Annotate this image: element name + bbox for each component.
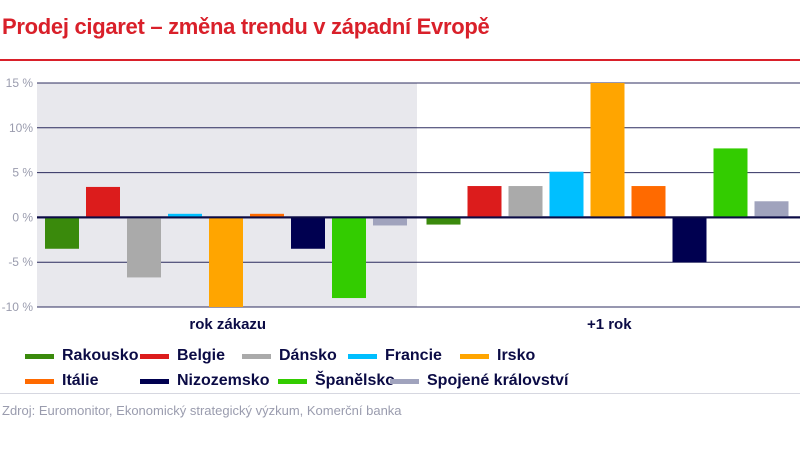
bar-belgie [86,186,120,218]
legend-label: Spojené království [427,372,569,389]
legend-swatch [25,353,54,359]
title-divider [0,59,800,61]
source-note: Zdroj: Euromonitor, Ekonomický strategic… [2,403,402,418]
bar-francie [549,171,584,218]
legend-label: Irsko [497,347,536,364]
legend-item: Španělsko [278,372,395,390]
category-label: rok zákazu [189,316,266,333]
y-tick-label: -10 % [2,300,34,314]
category-label: +1 rok [587,316,632,333]
legend-label: Nizozemsko [177,372,270,389]
chart-title: Prodej cigaret – změna trendu v západní … [2,14,490,39]
legend-item: Belgie [140,347,225,365]
legend-divider [0,393,800,394]
legend-label: Belgie [177,347,226,364]
bar-irsko [590,83,625,218]
legend-item: Spojené království [390,372,568,390]
legend-swatch [140,353,169,359]
bar-španělsko [332,217,366,299]
legend-swatch [25,378,54,384]
bar-itálie [250,213,284,218]
legend-swatch [348,353,377,359]
legend-item: Francie [348,347,442,365]
bar-dánsko [508,186,543,218]
legend-swatch [242,353,271,359]
legend-item: Dánsko [242,347,337,365]
legend-label: Francie [385,347,442,364]
bar-itálie [631,186,666,218]
legend-swatch [390,378,419,384]
bar-rakousko [45,217,79,249]
legend-label: Itálie [62,372,99,389]
bar-irsko [209,217,243,307]
bar-nizozemsko [291,217,325,249]
y-tick-label: 15 % [6,76,34,90]
legend-label: Dánsko [279,347,337,364]
bar-španělsko [713,148,748,218]
legend-item: Nizozemsko [140,372,269,390]
bar-belgie [467,186,502,218]
legend-label: Rakousko [62,347,139,364]
bar-spojené-království [373,217,407,226]
bar-dánsko [127,217,161,278]
y-tick-label: 5 % [12,166,33,180]
legend-swatch [140,378,169,384]
y-tick-label: 10% [9,121,33,135]
legend-item: Irsko [460,347,535,365]
bar-chart: 15 % 10% 5 % 0 % -5 % -10 % rok zákazu +1 rok [2,76,800,333]
y-tick-label: 0 % [12,210,33,224]
bar-rakousko [426,217,461,225]
legend-swatch [460,353,489,359]
y-tick-label: -5 % [8,255,33,269]
legend-item: Itálie [25,372,98,390]
legend-label: Španělsko [315,372,396,389]
legend-swatch [278,378,307,384]
bar-spojené-království [754,201,789,218]
legend-item: Rakousko [25,347,138,365]
bar-nizozemsko [672,217,707,263]
bar-francie [168,213,202,218]
